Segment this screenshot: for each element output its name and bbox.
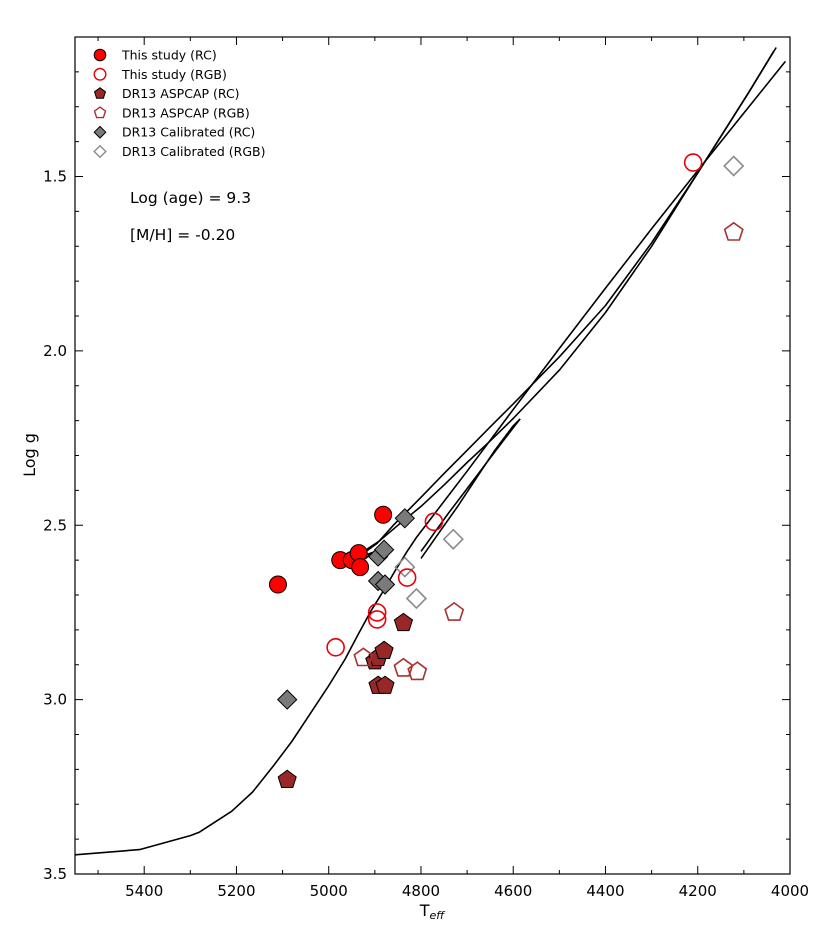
point-dr13-calibrated-rgb bbox=[394, 556, 416, 578]
annotation-metallicity: [M/H] = -0.20 bbox=[130, 226, 235, 244]
point-this-study-rc bbox=[374, 505, 393, 524]
legend-label-dr13-calibrated-rc: DR13 Calibrated (RC) bbox=[122, 125, 255, 140]
point-this-study-rgb bbox=[683, 153, 703, 172]
point-this-study-rgb bbox=[326, 638, 345, 657]
point-dr13-calibrated-rgb bbox=[442, 528, 464, 550]
y-tick-label: 2.5 bbox=[43, 516, 67, 534]
point-dr13-aspcap-rc bbox=[393, 612, 414, 632]
legend-marker-dr13-aspcap-rc bbox=[93, 87, 107, 99]
x-tick-label: 5000 bbox=[310, 882, 348, 900]
y-tick-label: 3.5 bbox=[43, 865, 67, 883]
isochrone-line bbox=[420, 418, 521, 559]
legend-label-dr13-aspcap-rc: DR13 ASPCAP (RC) bbox=[122, 86, 240, 101]
point-dr13-calibrated-rc bbox=[276, 689, 298, 710]
point-this-study-rgb bbox=[424, 512, 444, 532]
legend-label-this-study-rc: This study (RC) bbox=[121, 48, 217, 63]
point-dr13-aspcap-rc bbox=[375, 675, 395, 694]
point-this-study-rc bbox=[268, 575, 287, 594]
point-this-study-rgb bbox=[367, 603, 387, 622]
y-tick-label: 2.0 bbox=[43, 342, 67, 360]
legend-label-dr13-aspcap-rgb: DR13 ASPCAP (RGB) bbox=[122, 105, 250, 120]
point-dr13-aspcap-rgb bbox=[393, 657, 414, 677]
x-tick-label: 4400 bbox=[586, 882, 624, 900]
x-axis-label-main: T bbox=[419, 901, 430, 920]
x-tick-label: 4000 bbox=[771, 882, 809, 900]
legend-label-this-study-rgb: This study (RGB) bbox=[121, 67, 227, 82]
legend-marker-dr13-calibrated-rc bbox=[93, 125, 107, 139]
x-tick-label: 5200 bbox=[217, 882, 255, 900]
y-tick-label: 1.5 bbox=[43, 168, 67, 186]
annotation-age: Log (age) = 9.3 bbox=[130, 189, 251, 207]
point-dr13-aspcap-rgb bbox=[723, 221, 744, 241]
point-dr13-aspcap-rc bbox=[374, 640, 394, 659]
x-axis-label-sub: eff bbox=[430, 909, 446, 922]
point-this-study-rgb bbox=[397, 568, 417, 587]
point-dr13-calibrated-rgb bbox=[405, 587, 428, 610]
legend-marker-dr13-aspcap-rgb bbox=[93, 106, 107, 119]
point-dr13-calibrated-rc bbox=[373, 539, 395, 560]
legend-marker-this-study-rgb bbox=[93, 67, 107, 81]
y-tick-label: 3.0 bbox=[43, 691, 67, 709]
point-dr13-aspcap-rgb bbox=[444, 601, 465, 621]
x-tick-label: 4600 bbox=[494, 882, 532, 900]
y-axis-label: Log g bbox=[20, 433, 39, 477]
plot-area bbox=[75, 37, 790, 874]
legend-marker-dr13-calibrated-rgb bbox=[93, 144, 107, 159]
x-tick-label: 4800 bbox=[402, 882, 440, 900]
point-dr13-calibrated-rc bbox=[374, 574, 396, 595]
isochrone-line bbox=[420, 418, 521, 552]
point-dr13-aspcap-rc bbox=[277, 769, 297, 788]
x-axis-label: Teff bbox=[419, 901, 446, 922]
legend-marker-this-study-rc bbox=[93, 48, 107, 62]
point-dr13-calibrated-rgb bbox=[723, 155, 745, 177]
x-tick-label: 4200 bbox=[679, 882, 717, 900]
point-dr13-calibrated-rc bbox=[394, 508, 416, 529]
point-this-study-rc bbox=[351, 558, 370, 577]
legend-label-dr13-calibrated-rgb: DR13 Calibrated (RGB) bbox=[122, 144, 265, 159]
point-dr13-aspcap-rgb bbox=[407, 661, 428, 681]
x-tick-label: 5400 bbox=[125, 882, 163, 900]
isochrone-line bbox=[75, 60, 787, 856]
point-this-study-rgb bbox=[367, 610, 387, 629]
legend: This study (RC) This study (RGB) DR13 ASPC… bbox=[93, 48, 265, 159]
point-dr13-aspcap-rgb bbox=[353, 647, 374, 667]
